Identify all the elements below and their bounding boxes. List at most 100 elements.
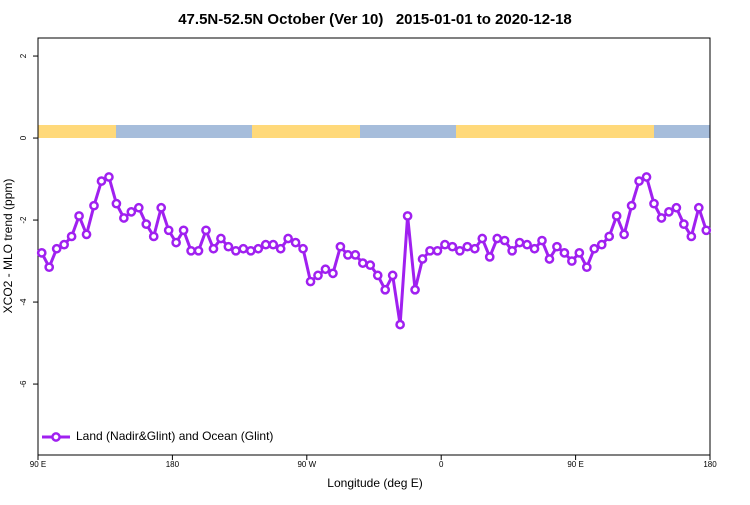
data-point — [193, 245, 204, 256]
data-point — [492, 233, 503, 244]
data-point — [156, 202, 167, 213]
data-point — [529, 243, 540, 254]
data-point — [693, 202, 704, 213]
plot-frame — [37, 37, 711, 456]
data-point — [44, 262, 55, 273]
data-point — [104, 172, 114, 182]
y-tick-label: 2 — [19, 53, 28, 58]
chart-title: 47.5N-52.5N October (Ver 10) 2015-01-01 … — [178, 11, 572, 28]
data-point — [223, 241, 234, 252]
data-point — [664, 207, 674, 217]
data-point — [231, 245, 241, 256]
y-tick-label: -2 — [19, 216, 28, 224]
data-point — [186, 245, 196, 256]
y-axis-label: XCO2 - MLO trend (ppm) — [1, 179, 15, 314]
y-tick-label: 0 — [19, 135, 28, 140]
data-point — [596, 239, 607, 250]
data-point — [619, 229, 629, 240]
data-point — [537, 235, 547, 246]
data-point — [148, 231, 159, 242]
data-point — [656, 213, 667, 223]
data-point — [171, 237, 181, 248]
data-point — [387, 270, 398, 281]
data-point — [305, 276, 316, 287]
data-point — [567, 256, 577, 266]
data-point — [417, 254, 428, 264]
data-line — [40, 174, 708, 325]
data-point — [589, 243, 600, 254]
data-point — [679, 219, 689, 230]
data-point — [260, 239, 271, 250]
data-point — [402, 211, 413, 221]
data-point — [410, 284, 420, 295]
land-ocean-strip — [38, 125, 710, 138]
data-point — [133, 202, 144, 213]
data-point — [559, 248, 570, 258]
data-point — [51, 243, 62, 254]
data-point — [313, 270, 323, 281]
y-tick-label: -4 — [19, 298, 28, 306]
data-point — [477, 233, 488, 244]
data-point — [283, 233, 293, 244]
data-point — [552, 241, 562, 252]
data-point — [484, 252, 495, 262]
y-tick-label: -6 — [19, 380, 28, 388]
data-point — [178, 225, 189, 236]
data-point — [163, 225, 174, 236]
data-point — [440, 239, 450, 250]
data-point — [335, 241, 346, 252]
data-point — [74, 211, 84, 221]
data-point — [380, 284, 391, 295]
data-point — [253, 243, 264, 254]
data-point — [66, 231, 77, 242]
data-point — [574, 248, 585, 258]
data-point — [469, 243, 480, 254]
data-point — [328, 268, 338, 279]
x-tick-label: 90 W — [297, 460, 316, 469]
data-point — [201, 225, 211, 236]
data-point — [343, 250, 353, 260]
data-point — [671, 202, 682, 213]
data-point — [462, 241, 473, 252]
data-point — [432, 245, 443, 256]
data-point — [141, 219, 152, 230]
data-point — [499, 235, 510, 246]
x-tick-label: 90 E — [30, 460, 46, 469]
data-point — [59, 239, 69, 250]
data-point — [611, 211, 622, 221]
data-point — [275, 243, 286, 254]
x-tick-label: 180 — [703, 460, 717, 469]
x-tick-label: 0 — [439, 460, 444, 469]
data-point — [357, 258, 368, 268]
data-point — [634, 176, 644, 186]
data-point — [581, 262, 592, 273]
data-point — [507, 245, 517, 256]
data-point — [395, 319, 405, 330]
data-point — [208, 243, 219, 254]
data-point — [238, 243, 249, 254]
data-point — [245, 245, 256, 256]
data-point — [36, 248, 47, 258]
data-point — [447, 241, 458, 252]
legend-marker — [51, 432, 61, 442]
data-point — [268, 239, 279, 250]
x-tick-label: 90 E — [567, 460, 583, 469]
data-point — [604, 231, 615, 242]
data-point — [298, 243, 308, 254]
data-point — [455, 245, 465, 256]
data-point — [89, 200, 99, 211]
data-point — [372, 270, 383, 281]
legend-label: Land (Nadir&Glint) and Ocean (Glint) — [76, 429, 273, 443]
data-point — [425, 245, 435, 256]
data-point — [96, 176, 107, 186]
data-point — [686, 231, 697, 242]
data-point — [701, 225, 712, 236]
data-point — [119, 213, 129, 223]
x-tick-label: 180 — [166, 460, 180, 469]
data-point — [365, 260, 376, 271]
data-point — [111, 198, 122, 209]
data-point — [81, 229, 92, 240]
data-point — [649, 198, 659, 209]
